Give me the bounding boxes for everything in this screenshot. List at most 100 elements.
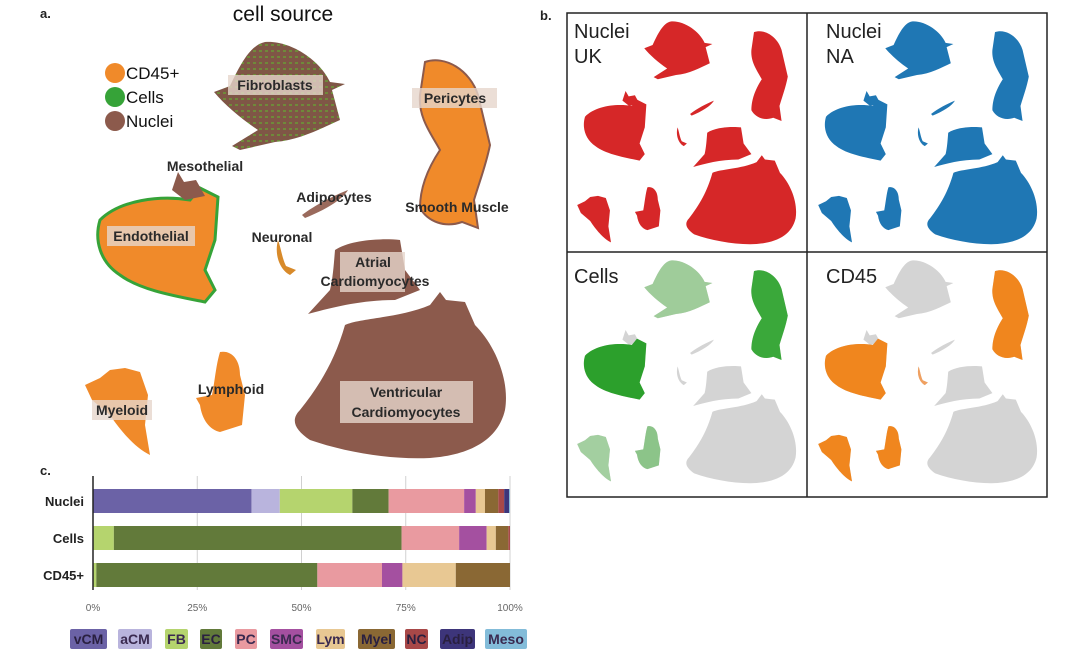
bar-segment-nuclei-smc [464, 489, 476, 513]
legend-label: Myel [361, 631, 392, 647]
bar-segment-cd45-myel [455, 563, 510, 587]
legend-cd45-label: CD45+ [126, 64, 179, 83]
bar-segment-nuclei-ec [352, 489, 389, 513]
legend-nuclei-label: Nuclei [126, 112, 173, 131]
bar-segment-cells-ec [113, 526, 402, 550]
cluster-ventricular [294, 292, 506, 459]
bar-segment-cells-pc [401, 526, 460, 550]
bar-segment-cells-lym [486, 526, 496, 550]
panel-a-label: a. [40, 6, 51, 21]
panel-title-cells: Cells [574, 266, 618, 288]
legend-swatch [70, 629, 107, 649]
legend-nuclei-dot [105, 111, 125, 131]
bar-segment-nuclei-lym [475, 489, 485, 513]
legend-item-myel: Myel [358, 629, 395, 649]
legend-swatch [235, 629, 257, 649]
bar-segment-cd45-pc [317, 563, 382, 587]
legend-swatch [165, 629, 188, 649]
legend-swatch [358, 629, 395, 649]
panel-title-nuclei-na-1: Nuclei [826, 21, 882, 43]
legend-label: EC [201, 631, 220, 647]
legend-item-meso: Meso [485, 629, 527, 649]
legend-label: NC [406, 631, 426, 647]
legend-cells-dot [105, 87, 125, 107]
cluster-fibroblasts [214, 41, 345, 151]
panel-c-label: c. [40, 463, 51, 478]
legend-cd45-dot [105, 63, 125, 83]
legend-item-smc: SMC [270, 629, 303, 649]
bar-segment-nuclei-vcm [93, 489, 252, 513]
legend-item-ec: EC [200, 629, 222, 649]
panel-title-nuclei-uk-2: UK [574, 46, 602, 68]
legend-item-adip: Adip [440, 629, 475, 649]
label-endothelial: Endothelial [113, 228, 188, 244]
stacked-bar-chart: 0% 25% 50% 75% 100% Nuclei Cells CD45+ vCM aCM FB E… [43, 476, 527, 649]
bar-segment-nuclei-myel [484, 489, 499, 513]
legend-label: vCM [74, 631, 104, 647]
cluster-neuronal [276, 240, 296, 275]
bar-segment-nuclei-meso [509, 489, 510, 513]
label-lymphoid: Lymphoid [198, 381, 264, 397]
label-ventricular-2: Cardiomyocytes [352, 404, 461, 420]
panel-a-legend: CD45+ Cells Nuclei [105, 63, 179, 131]
bar-segment-cells-nc [508, 526, 510, 550]
cluster-mesothelial [172, 172, 205, 200]
panel-a-title: cell source [233, 3, 333, 26]
legend-label: FB [167, 631, 186, 647]
bar-segment-nuclei-adip [504, 489, 510, 513]
legend-cells-label: Cells [126, 88, 164, 107]
legend-label: Meso [488, 631, 524, 647]
legend-swatch [200, 629, 222, 649]
panel-b-grid: Nuclei UK Nuclei NA Cells CD45 [566, 12, 1048, 498]
legend-label: PC [236, 631, 255, 647]
umap-cd45 [818, 260, 1037, 483]
legend-item-pc: PC [235, 629, 257, 649]
label-pericytes: Pericytes [424, 90, 486, 106]
legend-swatch [440, 629, 475, 649]
bar-segment-cells-smc [459, 526, 487, 550]
panel-title-cd45: CD45 [826, 266, 877, 288]
legend-swatch [485, 629, 527, 649]
legend-label: aCM [120, 631, 150, 647]
legend-swatch [405, 629, 428, 649]
bar-segment-cells-myel [495, 526, 509, 550]
row-label: Cells [53, 531, 84, 546]
legend-item-acm: aCM [118, 629, 152, 649]
bar-segment-nuclei-pc [388, 489, 465, 513]
legend-swatch [316, 629, 345, 649]
label-adipocytes: Adipocytes [296, 189, 372, 205]
umap-nuclei-uk [577, 21, 796, 244]
label-neuronal: Neuronal [252, 229, 313, 245]
x-tick-label: 100% [497, 603, 523, 614]
panel-b-label: b. [540, 8, 552, 23]
legend-label: Lym [316, 631, 344, 647]
bar-segment-cd45-smc [381, 563, 403, 587]
bar-segment-cd45-lym [402, 563, 456, 587]
x-tick-label: 25% [187, 603, 207, 614]
legend-item-nc: NC [405, 629, 428, 649]
row-label: CD45+ [43, 568, 84, 583]
label-myeloid: Myeloid [96, 402, 148, 418]
bar-segment-cd45-fb [93, 563, 97, 587]
row-label: Nuclei [45, 494, 84, 509]
label-fibroblasts: Fibroblasts [237, 77, 313, 93]
panel-title-nuclei-uk-1: Nuclei [574, 21, 630, 43]
legend-item-fb: FB [165, 629, 188, 649]
panel-title-nuclei-na-2: NA [826, 46, 854, 68]
bar-segment-cells-fb [93, 526, 114, 550]
label-smooth-muscle: Smooth Muscle [405, 199, 509, 215]
legend-label: SMC [271, 631, 302, 647]
bar-segment-nuclei-acm [251, 489, 280, 513]
label-atrial-1: Atrial [355, 254, 391, 270]
legend-item-vcm: vCM [70, 629, 107, 649]
legend-item-lym: Lym [316, 629, 345, 649]
label-mesothelial: Mesothelial [167, 158, 243, 174]
x-tick-label: 75% [396, 603, 416, 614]
legend-swatch [270, 629, 303, 649]
legend-swatch [118, 629, 152, 649]
legend-label: Adip [442, 631, 473, 647]
bar-segment-nuclei-fb [279, 489, 353, 513]
bar-segment-nuclei-nc [498, 489, 505, 513]
label-atrial-2: Cardiomyocytes [321, 273, 430, 289]
umap-cells [577, 260, 796, 483]
